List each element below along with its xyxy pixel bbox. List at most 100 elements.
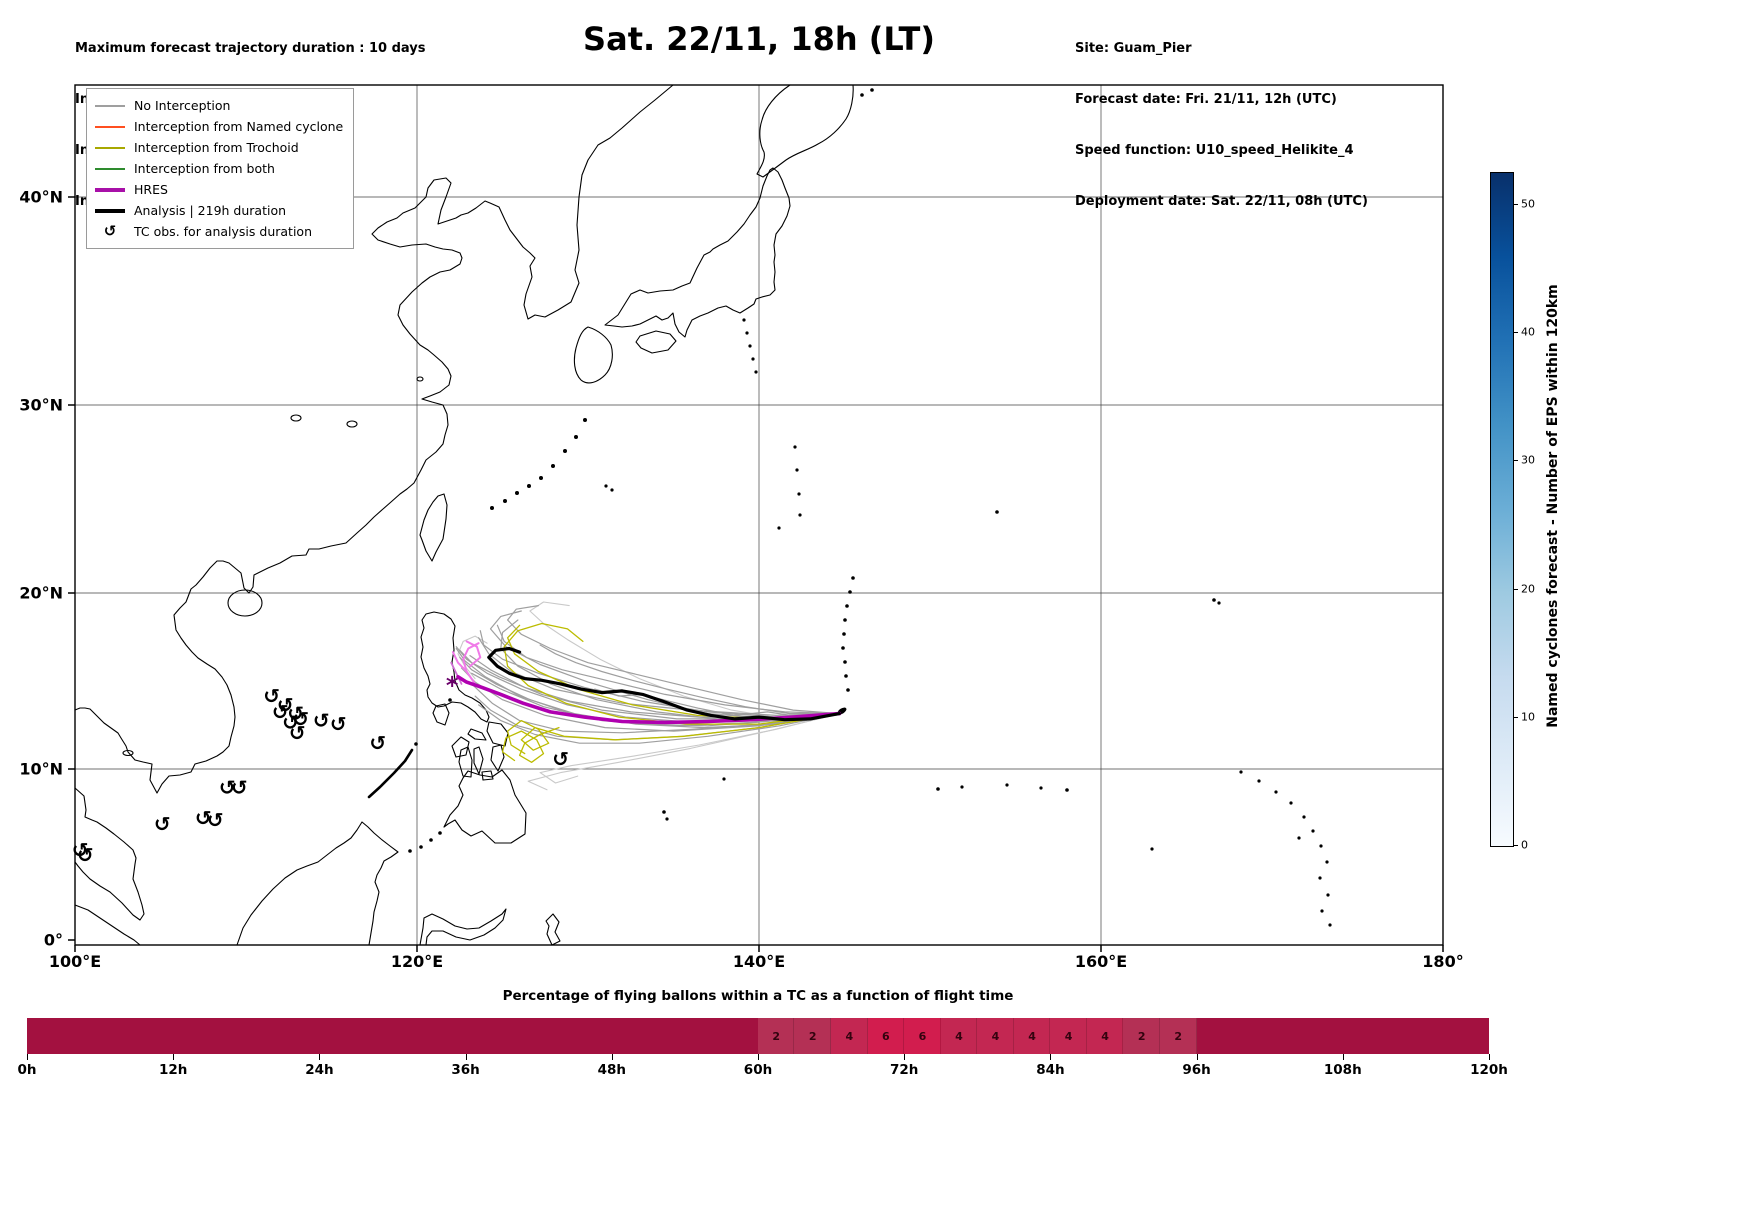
tc-obs-icon: ↺ [292, 707, 309, 731]
colorbar-tick-label: 10 [1521, 710, 1535, 724]
tc-obs-icon: ↺ [289, 721, 306, 745]
colorbar-tick-mark [1513, 332, 1518, 334]
legend-item: Interception from Named cyclone [95, 116, 343, 137]
colorbar-tick-label: 20 [1521, 582, 1535, 596]
tc-obs-icon: ↺ [272, 700, 289, 724]
bar-cell: 2 [757, 1018, 795, 1054]
page-title: Sat. 22/11, 18h (LT) [583, 20, 935, 58]
site-line: Speed function: U10_speed_Helikite_4 [1075, 143, 1354, 158]
bar-cell: 6 [867, 1018, 905, 1054]
legend-label: Interception from both [134, 161, 275, 176]
bar-cell [1306, 1018, 1343, 1054]
x-tick-label: 160°E [1074, 952, 1128, 971]
colorbar-tick-mark [1513, 460, 1518, 462]
colorbar [1490, 172, 1514, 847]
bar-cell [173, 1018, 210, 1054]
bar-cell: 6 [904, 1018, 941, 1054]
bar-cell: 2 [1159, 1018, 1197, 1054]
trajectory-no_intercept [539, 644, 841, 715]
tc-obs-icon: ↺ [103, 222, 117, 240]
legend-item: ↺ TC obs. for analysis duration [95, 221, 343, 242]
x-tick-label: 120°E [390, 952, 444, 971]
bar-cell [392, 1018, 430, 1054]
legend-line-sample [95, 146, 125, 149]
tc-obs-icon: ↺ [219, 775, 236, 799]
site-line: Site: Guam_Pier [1075, 41, 1192, 56]
bar-x-tick-mark [465, 1054, 467, 1060]
trajectory-no_intercept [479, 630, 841, 718]
bar-cell [282, 1018, 320, 1054]
tc-obs-icon: ↺ [154, 812, 171, 836]
bar-cell-value: 4 [845, 1029, 854, 1043]
bar-x-tick-label: 24h [305, 1062, 334, 1078]
map-frame [74, 84, 1444, 946]
trajectory-layer [450, 601, 842, 791]
colorbar-tick-mark [1513, 588, 1518, 590]
axis-ticks [68, 196, 1444, 952]
trajectory-analysis [487, 646, 842, 722]
tc-percentage-bar: 2 2 4 6 6 4 4 4 4 4 2 2 [27, 1018, 1489, 1054]
trajectory-light [527, 713, 840, 791]
trajectory-no_intercept [594, 688, 841, 718]
bar-cell-value: 4 [1028, 1029, 1036, 1043]
colorbar-tick-label: 40 [1521, 325, 1535, 339]
legend-label: HRES [134, 182, 168, 197]
bar-cell: 4 [1050, 1018, 1087, 1054]
bar-x-tick-mark [27, 1054, 28, 1060]
trajectory-no_intercept [507, 604, 841, 715]
y-tick-label: 40°N [19, 187, 63, 207]
legend-line-sample [95, 104, 125, 107]
colorbar-tick-label: 0 [1521, 838, 1528, 852]
bar-x-tick-mark [1489, 1054, 1490, 1060]
x-tick-label: 180° [1422, 952, 1464, 971]
bar-cell-value: 6 [918, 1029, 927, 1043]
tc-obs-icon: ↺ [282, 710, 299, 734]
bar-cell [538, 1018, 576, 1054]
bar-cell [575, 1018, 612, 1054]
legend-item: No Interception [95, 95, 343, 116]
tc-obs-icon: ↺ [369, 731, 386, 755]
trajectory-no_intercept [459, 656, 841, 729]
tc-obs-layer: ↺↺↺↺↺↺ ↺ ↺↺ ↺↺↺↺↺↺↺↺↺* [72, 672, 569, 867]
legend-line-sample [95, 125, 125, 128]
bar-cell [429, 1018, 466, 1054]
bar-cell [1415, 1018, 1453, 1054]
legend-label: Analysis | 219h duration [134, 203, 287, 218]
legend-line-sample [95, 208, 125, 213]
storm-position-marker: * [446, 672, 459, 700]
trajectory-trochoid [506, 712, 841, 755]
bar-x-tick-label: 108h [1323, 1062, 1362, 1078]
bar-x-tick-label: 36h [451, 1062, 480, 1078]
tc-obs-icon: ↺ [77, 843, 94, 867]
bar-cell-value: 4 [1101, 1029, 1109, 1043]
bar-cell: 4 [831, 1018, 868, 1054]
bar-x-tick-label: 120h [1470, 1062, 1508, 1078]
bar-x-tick-label: 12h [158, 1062, 188, 1078]
bar-cell [502, 1018, 539, 1054]
bar-cell [648, 1018, 685, 1054]
bar-x-tick-mark [904, 1054, 906, 1060]
x-tick-label: 100°E [48, 952, 102, 971]
bar-cell-value: 2 [1137, 1029, 1146, 1043]
trajectory-light [529, 601, 840, 720]
bar-cell [1452, 1018, 1489, 1054]
bar-cell [27, 1018, 64, 1054]
bar-x-tick-mark [1196, 1054, 1198, 1060]
bar-cell [246, 1018, 283, 1054]
bar-x-tick-mark [319, 1054, 321, 1060]
bar-x-tick-mark [758, 1054, 759, 1060]
bar-cell-value: 2 [1174, 1029, 1183, 1043]
legend-item: Interception from Trochoid [95, 137, 343, 158]
bar-cell: 4 [1013, 1018, 1051, 1054]
legend-label: Interception from Trochoid [134, 140, 299, 155]
bar-x-tick-mark [1050, 1054, 1052, 1060]
colorbar-tick-mark [1513, 845, 1518, 846]
bar-cell [1269, 1018, 1307, 1054]
legend-item: HRES [95, 179, 343, 200]
legend-line-sample [95, 187, 125, 192]
tc-obs-icon: ↺ [287, 702, 304, 726]
coastlines [74, 84, 854, 946]
tc-obs-icon: ↺ [195, 806, 212, 830]
tc-obs-icon: ↺ [72, 838, 89, 862]
bar-x-tick-label: 48h [597, 1062, 626, 1078]
